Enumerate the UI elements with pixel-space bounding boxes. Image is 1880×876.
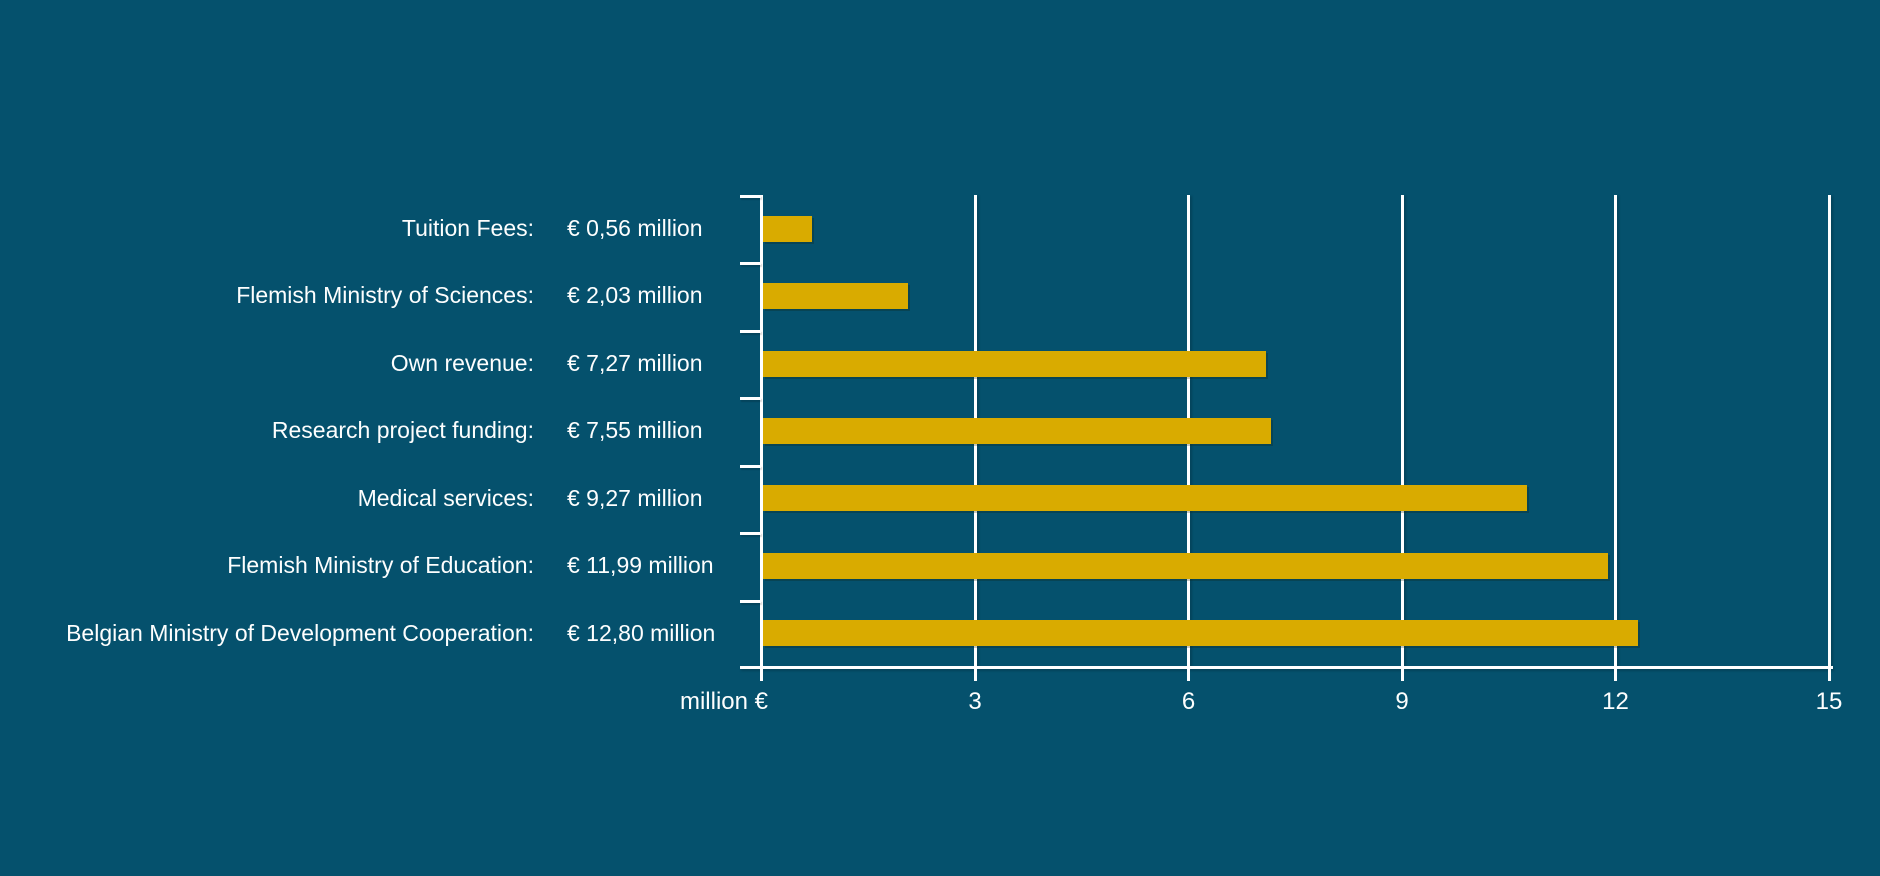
category-label: Tuition Fees: — [401, 215, 534, 241]
gridline — [1827, 195, 1831, 666]
bar — [763, 215, 812, 242]
x-tick-label: 15 — [1815, 688, 1843, 715]
x-axis-title: million € — [679, 688, 768, 715]
x-tick-label: 3 — [968, 688, 982, 715]
value-label: € 11,99 million — [567, 552, 714, 579]
x-axis-tick — [1400, 666, 1404, 681]
bar — [763, 417, 1271, 444]
x-axis-line — [740, 666, 1833, 669]
y-axis-tick — [740, 397, 761, 401]
y-axis-line — [760, 195, 763, 675]
x-axis-tick — [1187, 666, 1190, 681]
y-axis-tick — [740, 195, 761, 198]
bar — [763, 283, 908, 310]
chart-row: Flemish Ministry of Education: € 11,99 mi… — [0, 532, 1880, 599]
gridline — [1400, 195, 1404, 666]
chart-row: Medical services: € 9,27 million — [0, 465, 1880, 532]
bar — [763, 552, 1608, 579]
x-axis-tick — [1827, 666, 1831, 681]
bar — [763, 350, 1266, 377]
x-tick-label: 12 — [1602, 688, 1629, 715]
y-axis-tick — [740, 532, 761, 536]
chart-row: Own revenue: € 7,27 million — [0, 330, 1880, 397]
y-axis-tick — [740, 262, 761, 266]
y-axis-tick — [740, 599, 761, 603]
bar — [763, 620, 1638, 647]
gridline — [1614, 195, 1617, 666]
category-label: Own revenue: — [390, 349, 534, 376]
chart-row: Belgian Ministry of Development Cooperat… — [0, 600, 1880, 667]
y-axis-tick — [740, 329, 761, 333]
category-label: Research project funding: — [271, 417, 534, 444]
x-tick-label: 6 — [1181, 688, 1196, 715]
x-axis-tick — [1614, 666, 1617, 681]
value-label: € 7,55 million — [567, 417, 703, 444]
chart-row: Flemish Ministry of Sciences: € 2,03 mill… — [0, 262, 1880, 329]
chart-row: Research project funding: € 7,55 million — [0, 397, 1880, 464]
y-axis-tick — [740, 464, 761, 468]
chart-row: Tuition Fees: € 0,56 million — [0, 195, 1880, 262]
category-label: Belgian Ministry of Development Cooperat… — [66, 619, 534, 646]
category-label: Medical services: — [357, 484, 534, 511]
x-axis-tick — [760, 666, 763, 681]
value-label: € 2,03 million — [567, 282, 703, 309]
value-label: € 12,80 million — [567, 619, 716, 646]
value-label: € 0,56 million — [567, 215, 703, 241]
value-label: € 7,27 million — [567, 349, 703, 376]
x-tick-label: 9 — [1395, 688, 1409, 715]
category-label: Flemish Ministry of Sciences: — [236, 282, 534, 309]
value-label: € 9,27 million — [567, 484, 703, 511]
x-axis-tick — [973, 666, 977, 681]
category-label: Flemish Ministry of Education: — [227, 552, 534, 579]
bar — [763, 485, 1527, 512]
